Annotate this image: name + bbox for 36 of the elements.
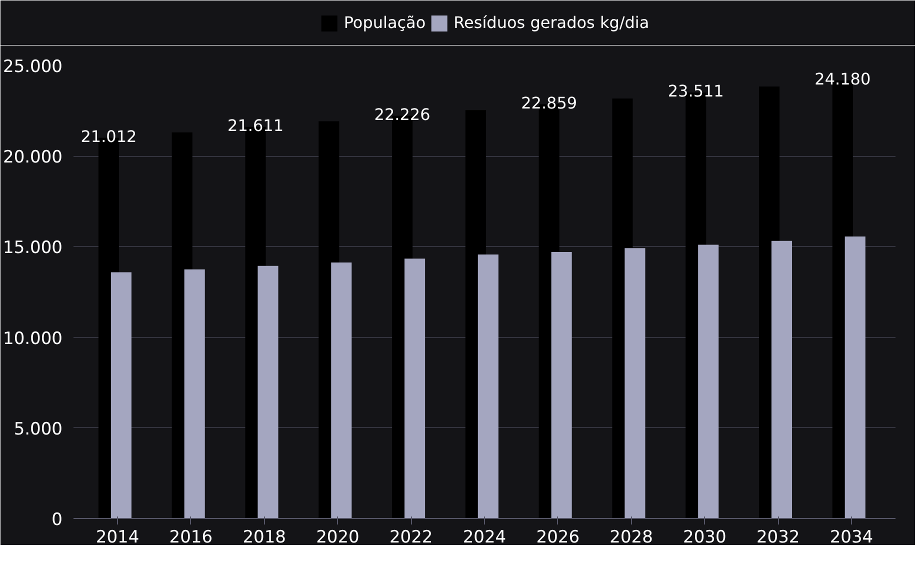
x-tick-label: 2032 bbox=[756, 528, 800, 548]
data-label: 23.511 bbox=[668, 81, 724, 100]
bar bbox=[624, 248, 646, 518]
x-tick-label: 2016 bbox=[169, 528, 213, 548]
bar bbox=[771, 240, 792, 518]
legend-label: População bbox=[344, 13, 426, 32]
data-label: 22.226 bbox=[374, 104, 430, 124]
bar bbox=[551, 252, 572, 518]
y-tick-label: 15.000 bbox=[3, 238, 62, 258]
x-tick-label: 2028 bbox=[610, 528, 653, 548]
data-label: 21.611 bbox=[228, 116, 284, 135]
y-tick-label: 5.000 bbox=[14, 419, 63, 440]
bar bbox=[844, 236, 866, 518]
data-label: 24.180 bbox=[814, 69, 871, 88]
bar bbox=[184, 269, 205, 518]
y-tick-label: 0 bbox=[52, 510, 63, 530]
y-tick-label: 20.000 bbox=[3, 148, 62, 168]
bar bbox=[258, 266, 278, 518]
bar bbox=[404, 258, 426, 518]
x-tick-label: 2034 bbox=[830, 528, 874, 548]
y-tick-label: 25.000 bbox=[3, 57, 62, 77]
x-tick-label: 2022 bbox=[389, 528, 433, 548]
x-tick-label: 2030 bbox=[683, 528, 726, 548]
bar bbox=[478, 254, 498, 518]
x-tick-label: 2014 bbox=[96, 528, 140, 548]
bar bbox=[110, 272, 132, 518]
x-tick-label: 2018 bbox=[242, 528, 286, 548]
x-tick-label: 2020 bbox=[316, 528, 360, 548]
x-tick-label: 2024 bbox=[462, 528, 506, 548]
bar bbox=[698, 244, 719, 518]
data-label: 22.859 bbox=[521, 93, 578, 112]
legend-label: Resíduos gerados kg/dia bbox=[454, 13, 650, 32]
x-tick-label: 2026 bbox=[536, 528, 580, 548]
bar bbox=[331, 262, 352, 518]
data-label: 21.012 bbox=[80, 126, 137, 146]
y-tick-label: 10.000 bbox=[3, 328, 62, 349]
